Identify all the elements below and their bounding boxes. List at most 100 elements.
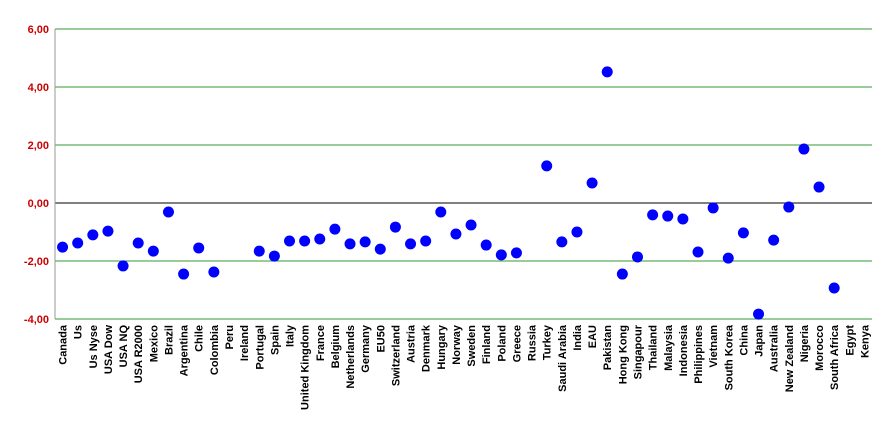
point [102,225,114,237]
point [662,210,674,222]
x-tick-label: New Zealand [784,325,796,392]
x-tick-label: Portugal [254,325,266,370]
point [162,206,174,218]
x-tick-label: Philippines [693,325,705,384]
x-tick-label: EAU [587,325,599,348]
point [677,213,689,225]
point [57,241,69,253]
point [737,227,749,239]
point [586,177,598,189]
x-tick-label: Japan [754,325,766,357]
x-tick-label: USA Dow [103,325,115,375]
x-tick-label: Sweden [466,325,478,367]
point [753,308,765,320]
point [420,235,432,247]
x-tick-label: Vietnam [708,325,720,368]
x-tick-label: Us [73,325,85,339]
x-tick-label: Morocco [814,325,826,371]
x-tick-label: Hungary [436,324,448,370]
x-tick-label: Switzerland [390,325,402,386]
point [87,229,99,241]
point [299,235,311,247]
point [405,238,417,250]
x-tick-label: Thailand [648,325,660,370]
x-tick-label: Chile [194,325,206,352]
point [707,202,719,214]
point [768,234,780,246]
x-tick-label: Greece [511,325,523,362]
y-tick-label: -4,00 [24,314,49,326]
point [631,251,643,263]
y-tick-label: -2,00 [24,256,49,268]
x-tick-label: Indonesia [678,324,690,376]
point [178,268,190,280]
x-tick-label: Kenya [859,324,871,358]
point [208,266,220,278]
y-tick-label: 0,00 [28,198,49,210]
x-tick-label: Brazil [163,325,175,355]
point [480,239,492,251]
x-tick-label: Peru [224,325,236,349]
x-tick-label: Us Nyse [88,325,100,368]
point [828,282,840,294]
point [571,226,583,238]
x-tick-label: Singapour [632,324,644,379]
x-tick-label: Saudi Arabia [557,324,569,392]
point [329,223,341,235]
x-tick-label: South Africa [829,324,841,390]
x-tick-label: Denmark [421,324,433,372]
x-tick-label: Poland [496,325,508,362]
point [798,143,810,155]
point [132,237,144,249]
x-tick-label: Netherlands [345,325,357,389]
point [495,249,507,261]
point [692,246,704,258]
x-tick-label: India [572,324,584,351]
x-tick-label: Germany [360,324,372,373]
x-tick-label: Nigeria [799,324,811,362]
point [374,243,386,255]
x-tick-label: Norway [451,324,463,365]
point [465,219,477,231]
x-tick-label: Canada [58,324,70,365]
x-tick-label: Pakistan [602,325,614,371]
y-tick-label: 6,00 [28,24,49,36]
x-tick-label: Italy [285,324,297,347]
x-tick-label: South Korea [723,324,735,390]
point [253,245,265,257]
point [435,206,447,218]
point [147,245,159,257]
point [450,228,462,240]
x-tick-label: China [738,324,750,355]
point [72,237,84,249]
x-tick-label: Egypt [844,325,856,356]
point [314,233,326,245]
x-tick-label: Argentina [179,324,191,376]
point [117,260,129,272]
point [510,247,522,259]
point [647,209,659,221]
y-tick-label: 4,00 [28,82,49,94]
point [556,236,568,248]
point [783,201,795,213]
x-tick-label: Finland [481,325,493,364]
x-tick-label: Russia [527,324,539,361]
point [359,236,371,248]
x-tick-label: Belgium [330,325,342,369]
x-tick-label: Austria [406,324,418,363]
x-tick-label: USA NQ [118,325,130,368]
point [284,235,296,247]
x-tick-label: Australia [769,324,781,372]
x-tick-label: United Kingdom [300,325,312,410]
point [541,160,553,172]
x-tick-label: Malaysia [663,324,675,371]
x-tick-label: Turkey [542,324,554,360]
point [601,66,613,78]
point [389,221,401,233]
point [616,268,628,280]
y-tick-label: 2,00 [28,140,49,152]
point [268,250,280,262]
point [344,238,356,250]
